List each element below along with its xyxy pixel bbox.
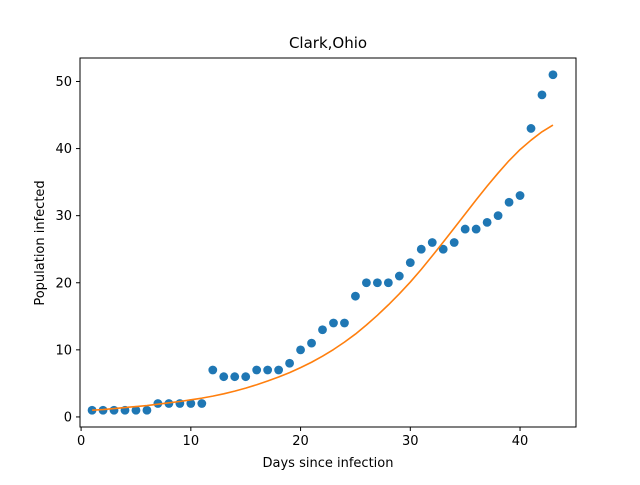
data-point bbox=[263, 365, 273, 375]
y-axis-label: Population infected bbox=[33, 180, 48, 305]
axes-frame bbox=[79, 57, 577, 428]
data-point bbox=[416, 244, 426, 254]
x-tick-label: 30 bbox=[402, 434, 419, 449]
data-point bbox=[548, 70, 558, 80]
data-point bbox=[383, 278, 393, 288]
data-point bbox=[372, 278, 382, 288]
data-point bbox=[362, 278, 371, 288]
chart-title: Clark,Ohio bbox=[289, 34, 367, 52]
y-tick-label: 10 bbox=[55, 343, 72, 358]
plot-area bbox=[87, 70, 558, 415]
y-tick-label: 50 bbox=[55, 75, 72, 90]
data-point bbox=[340, 318, 349, 328]
x-axis: 0 10 20 30 40 bbox=[77, 427, 528, 449]
x-axis-label: Days since infection bbox=[263, 456, 394, 471]
data-point bbox=[296, 345, 305, 355]
data-point bbox=[405, 258, 415, 268]
series-line-fitted bbox=[92, 124, 554, 412]
data-point bbox=[504, 197, 514, 207]
axes-spines bbox=[79, 57, 577, 428]
data-point bbox=[131, 405, 141, 415]
data-point bbox=[241, 372, 251, 382]
data-point bbox=[515, 191, 525, 200]
x-tick-label: 0 bbox=[77, 434, 85, 449]
y-axis: 0 10 20 30 40 50 bbox=[55, 75, 80, 425]
data-point bbox=[351, 291, 360, 301]
x-tick-label: 20 bbox=[292, 434, 309, 449]
data-point bbox=[427, 238, 437, 247]
data-point bbox=[537, 90, 547, 100]
y-tick-label: 0 bbox=[64, 410, 72, 425]
data-point bbox=[526, 124, 536, 133]
data-point bbox=[208, 365, 218, 375]
data-point bbox=[329, 318, 338, 328]
data-point bbox=[394, 271, 404, 281]
data-point bbox=[438, 244, 448, 254]
data-point bbox=[230, 372, 240, 382]
data-point bbox=[197, 399, 207, 408]
x-tick-label: 40 bbox=[512, 434, 529, 449]
x-tick-label: 10 bbox=[183, 434, 200, 449]
y-tick-label: 40 bbox=[55, 142, 72, 157]
data-point bbox=[493, 211, 503, 221]
data-point bbox=[109, 405, 119, 415]
data-point bbox=[219, 372, 229, 382]
data-point bbox=[252, 365, 262, 375]
data-point bbox=[318, 325, 327, 335]
data-point bbox=[460, 224, 470, 234]
data-point bbox=[285, 358, 294, 368]
data-point bbox=[449, 238, 459, 247]
data-point bbox=[142, 405, 152, 415]
data-point bbox=[307, 338, 316, 348]
data-point bbox=[186, 399, 196, 408]
y-tick-label: 30 bbox=[55, 209, 72, 224]
y-tick-label: 20 bbox=[55, 276, 72, 291]
data-point bbox=[482, 217, 492, 227]
data-point bbox=[471, 224, 481, 234]
data-point bbox=[274, 365, 284, 375]
